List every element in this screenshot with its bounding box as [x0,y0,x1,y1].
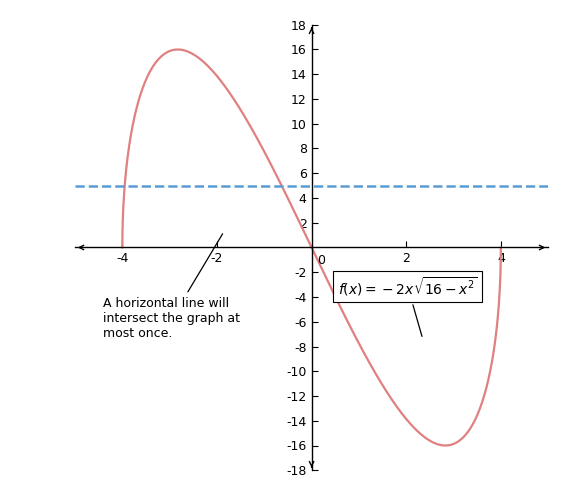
Text: 0: 0 [317,253,325,267]
Text: $f(x) = -2x\sqrt{16 - x^2}$: $f(x) = -2x\sqrt{16 - x^2}$ [338,275,478,337]
Text: A horizontal line will
intersect the graph at
most once.: A horizontal line will intersect the gra… [103,234,241,340]
